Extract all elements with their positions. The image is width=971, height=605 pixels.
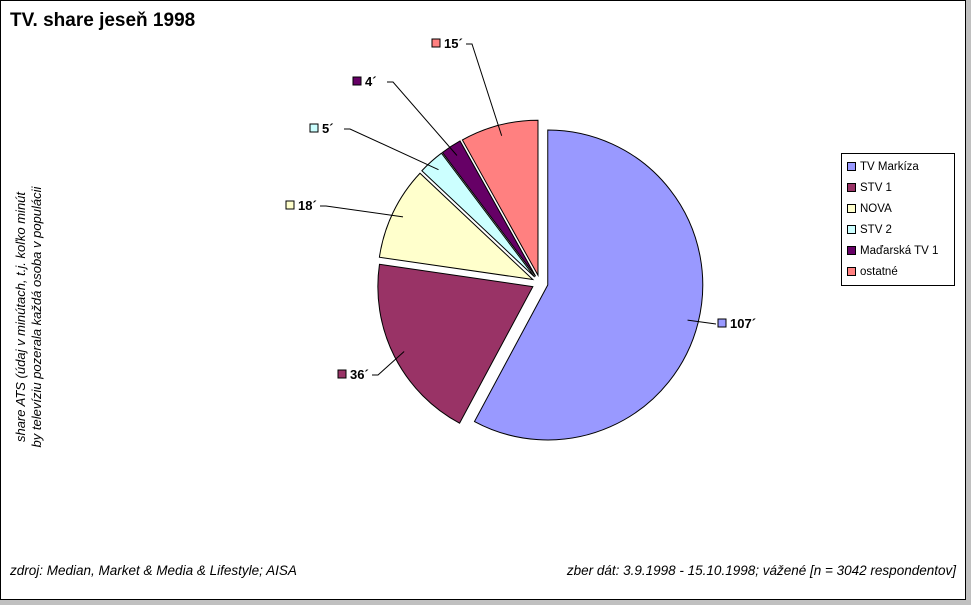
data-label-1: 36´	[350, 367, 369, 382]
legend-item-3: STV 2	[842, 219, 954, 240]
legend-label-0: TV Markíza	[860, 160, 919, 173]
legend-item-2: NOVA	[842, 198, 954, 219]
data-label-swatch-0	[717, 318, 727, 328]
legend-swatch-2	[847, 204, 856, 213]
pie-slice-0	[473, 129, 704, 441]
legend-label-5: ostatné	[860, 265, 898, 278]
legend-swatch-3	[847, 225, 856, 234]
data-label-swatch-3	[309, 123, 319, 133]
leader-line-2	[320, 205, 404, 218]
data-label-5: 15´	[444, 36, 463, 51]
pie-slice-3	[421, 152, 536, 278]
legend-item-1: STV 1	[842, 177, 954, 198]
data-label-swatch-5	[431, 38, 441, 48]
legend-item-0: TV Markíza	[842, 156, 954, 177]
leader-line-1	[372, 351, 405, 376]
leader-line-3	[344, 128, 439, 171]
source-note: zdroj: Median, Market & Media & Lifestyl…	[10, 563, 297, 578]
legend-label-2: NOVA	[860, 202, 892, 215]
leader-line-0	[687, 319, 717, 325]
data-label-3: 5´	[322, 121, 334, 136]
leader-line-4	[387, 81, 458, 156]
pie-slice-1	[377, 263, 534, 424]
pie-slice-2	[378, 172, 535, 281]
pie-slice-5	[461, 119, 539, 278]
chart-legend: TV Markíza STV 1 NOVA STV 2 Maďarská TV 1 ost…	[841, 153, 955, 286]
chart-title: TV. share jeseň 1998	[10, 10, 196, 31]
legend-label-4: Maďarská TV 1	[860, 244, 939, 257]
data-label-2: 18´	[298, 198, 317, 213]
legend-item-4: Maďarská TV 1	[842, 240, 954, 261]
pie-slice-4	[441, 140, 537, 277]
legend-item-5: ostatné	[842, 261, 954, 282]
data-label-0: 107´	[730, 316, 756, 331]
data-label-swatch-2	[285, 200, 295, 210]
legend-swatch-5	[847, 267, 856, 276]
legend-label-1: STV 1	[860, 181, 892, 194]
legend-swatch-4	[847, 246, 856, 255]
legend-label-3: STV 2	[860, 223, 892, 236]
data-label-swatch-1	[337, 369, 347, 379]
survey-period-note: zber dát: 3.9.1998 - 15.10.1998; vážené …	[566, 563, 956, 578]
legend-swatch-0	[847, 162, 856, 171]
legend-swatch-1	[847, 183, 856, 192]
leader-line-5	[466, 43, 503, 136]
data-label-4: 4´	[365, 74, 377, 89]
data-label-swatch-4	[352, 76, 362, 86]
